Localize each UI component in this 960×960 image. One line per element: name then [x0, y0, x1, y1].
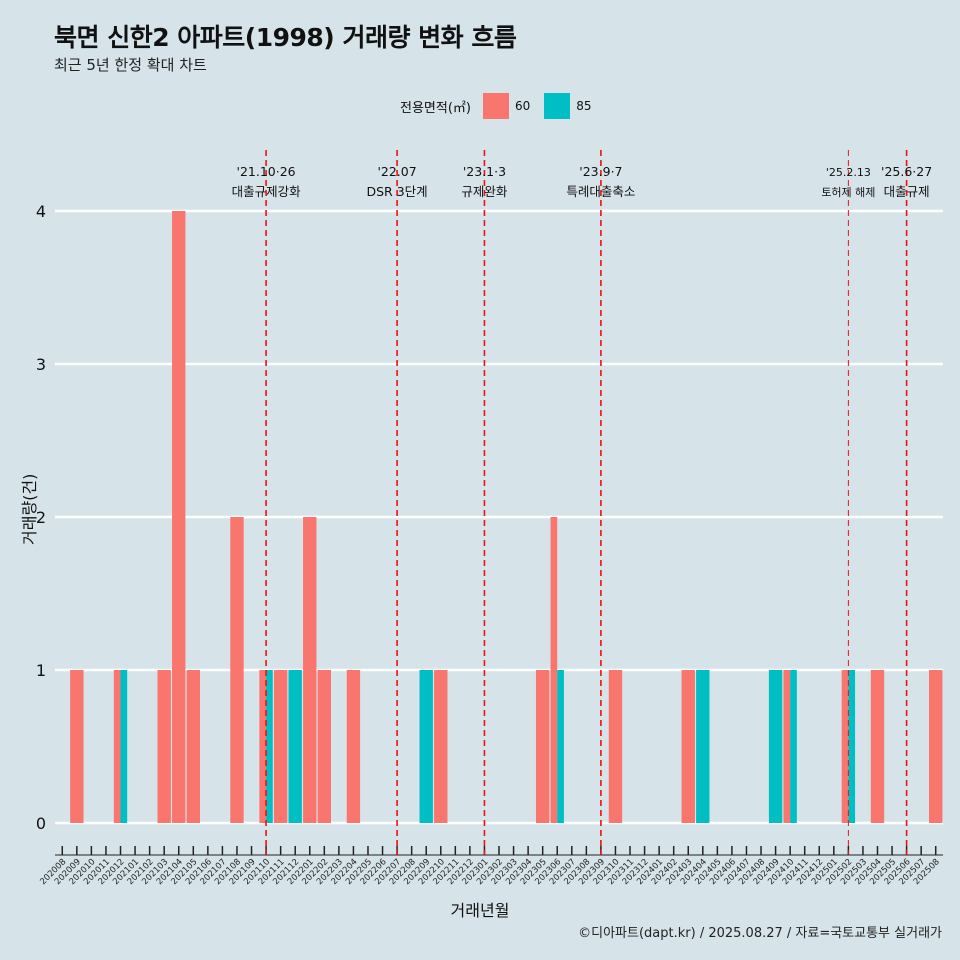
bar-60-202502 [841, 670, 849, 823]
event-label: 규제완화 [461, 184, 508, 199]
bar-60-202108 [230, 517, 244, 823]
bar-85-202110 [266, 670, 273, 823]
legend-label-85: 85 [576, 99, 592, 113]
chart-title: 북면 신한2 아파트(1998) 거래량 변화 흐름 [54, 23, 517, 52]
x-axis-label: 거래년월 [450, 901, 510, 920]
y-axis-label: 거래량(건) [20, 473, 39, 545]
legend: 전용면적(㎡) 60 85 [400, 93, 598, 119]
bar-60-202305 [535, 670, 550, 823]
legend-key-60 [482, 93, 509, 119]
y-tick-label: 0 [36, 814, 46, 833]
event-date: '22.07 [377, 164, 416, 179]
bar-60-202202 [317, 670, 332, 823]
bar-60-202210 [434, 670, 448, 823]
bar-85-202209 [419, 670, 433, 823]
bar-60-202310 [608, 670, 623, 823]
source-caption: ©디아파트(dapt.kr) / 2025.08.27 / 자료=국토교통부 실… [578, 926, 942, 941]
event-date: '23.1·3 [463, 164, 506, 179]
event-label: DSR 3단계 [367, 184, 428, 199]
bar-60-202306 [550, 517, 558, 823]
bar-85-202112 [288, 670, 302, 823]
bar-85-202012 [120, 670, 128, 823]
bar-60-202104 [172, 211, 186, 823]
event-date: '21.10·26 [237, 164, 296, 179]
event-label: 토허제 해제 [821, 185, 875, 199]
bar-85-202409 [768, 670, 783, 823]
legend-item-60: 60 [482, 93, 531, 119]
event-date: '25.6·27 [881, 164, 932, 179]
bar-85-202502 [848, 670, 856, 823]
event-label: 대출규제강화 [232, 184, 302, 199]
y-tick-label: 3 [36, 355, 46, 374]
event-label: 특례대출축소 [566, 184, 635, 199]
y-tick-label: 1 [36, 661, 46, 680]
event-date: '23.9·7 [579, 164, 622, 179]
bar-60-202504 [870, 670, 885, 823]
bar-60-202110 [259, 670, 267, 823]
legend-title: 전용면적(㎡) [400, 100, 471, 116]
legend-item-85: 85 [544, 93, 592, 119]
bar-60-202403 [681, 670, 695, 823]
bar-60-202508 [929, 670, 943, 823]
bar-60-202201 [303, 517, 317, 823]
y-tick-label: 4 [36, 202, 46, 221]
legend-key-85 [544, 93, 571, 119]
y-tick-label: 2 [36, 508, 46, 527]
bar-60-202410 [783, 670, 791, 823]
bar-85-202410 [790, 670, 797, 823]
bar-85-202306 [557, 670, 564, 823]
event-label: 대출규제 [884, 184, 930, 199]
bar-60-202009 [70, 670, 84, 823]
legend-label-60: 60 [514, 99, 531, 113]
bar-85-202404 [696, 670, 710, 823]
bar-60-202204 [346, 670, 361, 823]
bar-60-202105 [186, 670, 200, 823]
event-date: '25.2.13 [826, 166, 871, 179]
bar-60-202111 [273, 670, 288, 823]
chart-subtitle: 최근 5년 한정 확대 차트 [54, 56, 207, 74]
bar-60-202012 [113, 670, 121, 823]
bar-60-202103 [157, 670, 171, 823]
